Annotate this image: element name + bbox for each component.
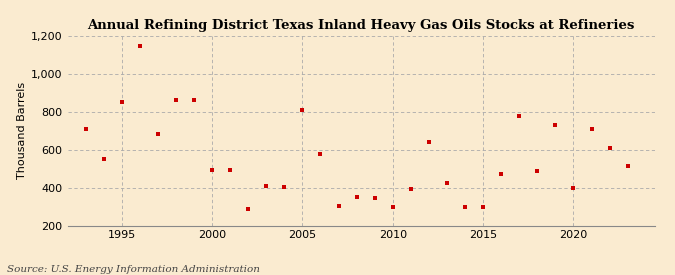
Point: [478, 204, 489, 209]
Point: [297, 108, 308, 112]
Point: [351, 195, 362, 199]
Point: [261, 183, 271, 188]
Point: [406, 187, 416, 192]
Point: [116, 100, 127, 104]
Y-axis label: Thousand Barrels: Thousand Barrels: [17, 82, 27, 179]
Point: [532, 169, 543, 174]
Point: [188, 98, 199, 103]
Point: [568, 186, 579, 191]
Point: [460, 204, 470, 209]
Point: [495, 172, 506, 177]
Point: [99, 157, 109, 161]
Point: [207, 168, 217, 173]
Title: Annual Refining District Texas Inland Heavy Gas Oils Stocks at Refineries: Annual Refining District Texas Inland He…: [88, 19, 634, 32]
Point: [134, 44, 145, 48]
Point: [604, 145, 615, 150]
Point: [80, 126, 91, 131]
Point: [225, 168, 236, 173]
Point: [369, 196, 380, 200]
Point: [586, 126, 597, 131]
Point: [333, 204, 344, 208]
Point: [550, 123, 561, 127]
Point: [514, 114, 524, 119]
Point: [171, 98, 182, 103]
Point: [153, 132, 163, 137]
Point: [423, 140, 434, 144]
Point: [622, 164, 633, 168]
Point: [243, 207, 254, 211]
Point: [441, 181, 452, 185]
Text: Source: U.S. Energy Information Administration: Source: U.S. Energy Information Administ…: [7, 265, 260, 274]
Point: [387, 204, 398, 209]
Point: [315, 152, 326, 156]
Point: [279, 185, 290, 189]
